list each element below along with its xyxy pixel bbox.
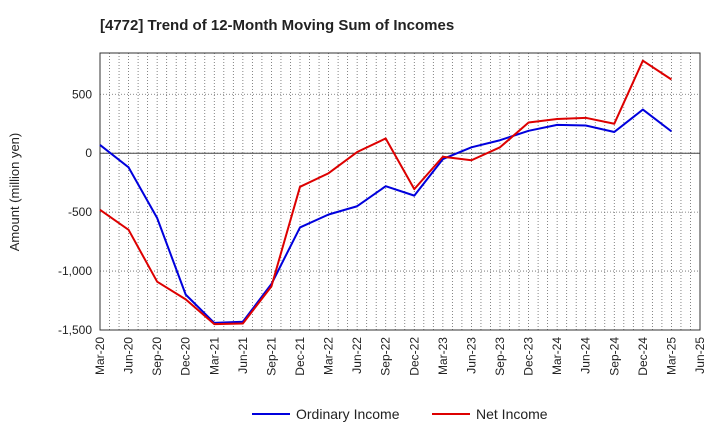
legend: Ordinary Income Net Income	[252, 406, 548, 422]
series-lines	[99, 59, 673, 326]
x-tick-label: Sep-20	[150, 337, 164, 376]
legend-label-ordinary-income: Ordinary Income	[296, 406, 400, 422]
y-axis-ticks: -1,500 -1,000 -500 0 500	[58, 87, 92, 337]
y-tick-label: 0	[85, 146, 92, 160]
x-tick-label: Dec-20	[179, 337, 193, 376]
series-line-net-income	[99, 59, 672, 326]
y-axis-label: Amount (million yen)	[7, 133, 22, 252]
x-tick-label: Mar-24	[550, 337, 564, 375]
x-tick-label: Dec-23	[522, 337, 536, 376]
x-tick-label: Jun-22	[350, 337, 364, 374]
y-tick-label: -1,000	[58, 264, 92, 278]
x-tick-label: Dec-22	[407, 337, 421, 376]
x-tick-label: Jun-24	[579, 337, 593, 374]
x-tick-label: Dec-21	[293, 337, 307, 376]
x-tick-label: Jun-23	[464, 337, 478, 374]
x-tick-label: Sep-23	[493, 337, 507, 376]
x-tick-label: Mar-23	[436, 337, 450, 375]
x-tick-label: Mar-25	[664, 337, 678, 375]
chart-grid	[100, 53, 700, 330]
x-tick-label: Mar-20	[93, 337, 107, 375]
x-tick-label: Sep-22	[379, 337, 393, 376]
x-tick-label: Sep-24	[607, 337, 621, 376]
y-tick-label: -500	[68, 205, 92, 219]
x-tick-label: Jun-20	[122, 337, 136, 374]
legend-label-net-income: Net Income	[476, 406, 548, 422]
chart-title: [4772] Trend of 12-Month Moving Sum of I…	[100, 17, 454, 34]
x-tick-label: Jun-21	[236, 337, 250, 374]
y-tick-label: -1,500	[58, 323, 92, 337]
x-tick-label: Dec-24	[636, 337, 650, 376]
series-line-ordinary-income	[99, 108, 673, 324]
x-tick-label: Jun-25	[693, 337, 707, 374]
x-tick-label: Mar-21	[207, 337, 221, 375]
y-tick-label: 500	[72, 87, 92, 101]
x-tick-label: Mar-22	[322, 337, 336, 375]
plot-frame	[99, 52, 701, 331]
x-axis-ticks: Mar-20 Jun-20 Sep-20 Dec-20 Mar-21 Jun-21 Sep-…	[93, 337, 707, 376]
x-tick-label: Sep-21	[264, 337, 278, 376]
